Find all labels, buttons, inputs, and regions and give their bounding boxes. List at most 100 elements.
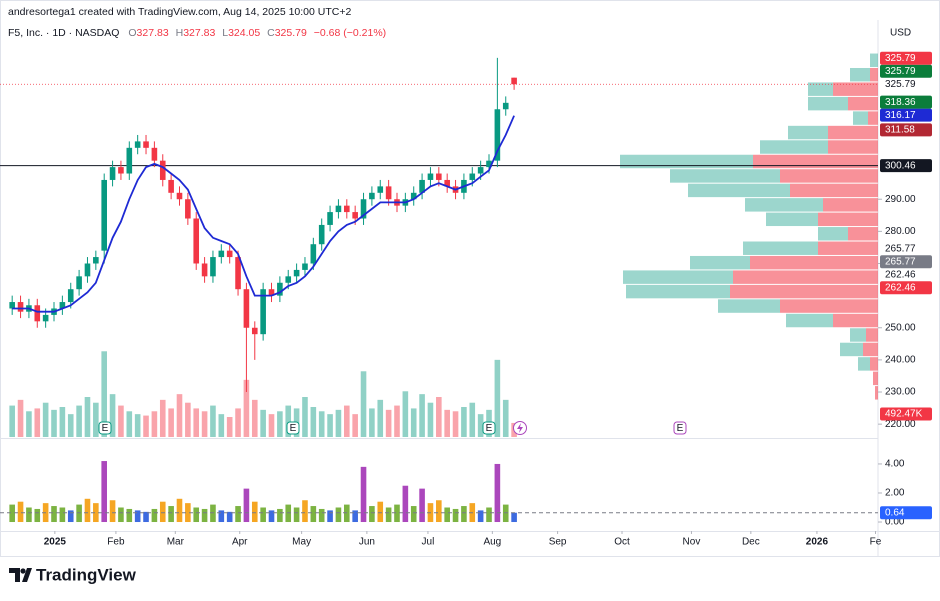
volume-bar — [285, 405, 292, 437]
oscillator-bar — [385, 507, 392, 523]
currency: USD — [890, 28, 911, 39]
oscillator-bar — [277, 508, 283, 523]
profile-down — [870, 67, 878, 82]
volume-bar — [235, 408, 241, 437]
oscillator-bar — [477, 510, 484, 523]
earnings-marker[interactable] — [673, 421, 687, 435]
candle-body — [469, 173, 476, 180]
last-value-badge — [880, 506, 932, 520]
volume-bar — [410, 408, 417, 437]
profile-up — [788, 125, 828, 140]
oscillator-bar — [394, 504, 400, 523]
volume-bar — [461, 407, 467, 437]
candle-body — [9, 302, 15, 309]
volume-bar — [444, 409, 450, 437]
earnings-letter: E — [677, 423, 684, 434]
candle-body — [427, 173, 434, 180]
profile-down — [790, 183, 878, 198]
earnings-letter: E — [102, 423, 109, 434]
earnings-marker[interactable] — [286, 421, 300, 435]
price-label: 325.79 — [885, 66, 916, 77]
oscillator-bar — [151, 508, 158, 523]
candle-body — [436, 173, 442, 180]
volume-bar — [369, 408, 375, 437]
x-tick-label: 2026 — [806, 537, 829, 548]
profile-down — [828, 140, 878, 154]
volume-bar — [243, 379, 250, 437]
oscillator-bar — [109, 500, 116, 523]
candle-body — [134, 141, 141, 148]
x-tick-label: Jun — [359, 537, 375, 548]
volume-bar — [327, 414, 333, 437]
profile-up — [623, 270, 733, 284]
candle-body — [118, 167, 124, 174]
ohlc-key: H — [176, 27, 184, 39]
profile-up — [718, 299, 780, 313]
oscillator-bar — [502, 504, 509, 523]
profile-up — [670, 169, 780, 183]
oscillator-bar — [118, 507, 124, 523]
candle-body — [268, 289, 275, 296]
profile-up — [818, 227, 848, 241]
price-label: 262.46 — [885, 282, 916, 293]
candle-body — [477, 167, 484, 174]
candle-body — [185, 199, 191, 219]
candle-body — [377, 186, 384, 193]
price-badge — [880, 123, 932, 137]
y-tick-label: 220.00 — [885, 419, 916, 430]
author-line: andresortega1 created with TradingView.c… — [8, 6, 351, 18]
volume-bar — [427, 402, 434, 437]
oscillator-bar — [185, 503, 191, 523]
price-badge — [880, 159, 932, 173]
volume-profile — [620, 53, 878, 400]
volume-bar — [260, 409, 266, 437]
volume-label: 492.47K — [885, 409, 923, 420]
oscillator-bar — [93, 503, 99, 523]
x-tick-label: 2025 — [44, 537, 67, 548]
y-tick-label: 230.00 — [885, 387, 916, 398]
y-tick-label: 4.00 — [885, 459, 905, 470]
candle-body — [76, 276, 82, 290]
oscillator-bar — [310, 506, 317, 523]
volume-bar — [452, 411, 459, 437]
earnings-marker[interactable] — [482, 421, 496, 435]
profile-down — [823, 198, 878, 212]
price-label: 325.79 — [885, 79, 916, 90]
volume-bar — [185, 402, 191, 437]
profile-up — [840, 342, 863, 357]
volume-bar — [67, 414, 74, 437]
oscillator-bar — [235, 506, 241, 523]
price-label: 265.77 — [885, 243, 916, 254]
oscillator-bar — [59, 507, 66, 523]
oscillator-bar — [34, 508, 41, 523]
oscillator-bar — [260, 507, 266, 523]
oscillator-bar — [285, 504, 292, 523]
profile-up — [786, 313, 833, 328]
candle-body — [277, 282, 283, 296]
volume-bar — [402, 391, 409, 437]
earnings-marker[interactable] — [98, 421, 112, 435]
oscillator-bar — [17, 501, 24, 523]
volume-bar — [477, 414, 484, 437]
volume-bar — [469, 402, 476, 437]
logo: TradingView — [9, 565, 137, 584]
profile-down — [818, 241, 878, 255]
volume-bar — [51, 409, 57, 437]
profile-up — [858, 357, 870, 371]
candle-body — [444, 179, 450, 187]
candle-body — [385, 186, 392, 200]
header: andresortega1 created with TradingView.c… — [8, 6, 386, 39]
profile-down — [730, 284, 878, 299]
volume-bar — [201, 411, 208, 437]
candle-body — [502, 102, 509, 110]
price-pane: 220.00230.00240.00250.00270.00280.00290.… — [0, 51, 932, 437]
profile-down — [870, 357, 878, 371]
oscillator-bar — [226, 511, 233, 523]
oscillator-bar — [410, 506, 417, 523]
price-badge — [880, 281, 932, 295]
x-tick-label: Mar — [167, 537, 185, 548]
ohlc-value: 327.83 — [137, 27, 169, 39]
volume-bar — [318, 411, 325, 437]
candle-body — [151, 147, 158, 161]
x-tick-label: Jul — [422, 537, 435, 548]
